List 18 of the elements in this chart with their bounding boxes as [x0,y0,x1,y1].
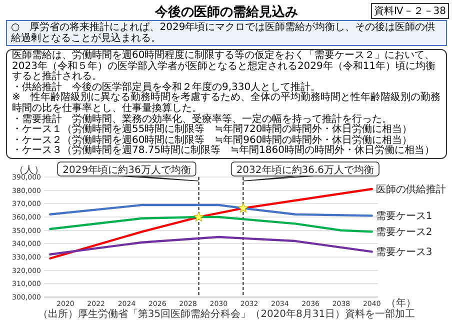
text: ※ 性年齢階級別に異なる勤務時間を考慮するため、全体の平均勤務時間と性年齢階級別の勤務時間の比を仕事率とし、仕事量換算した。 [12,92,441,114]
chart-title: 今後の医師の需給見込み [155,5,298,20]
text: ・ケース３（労働時間を週78.75時間に制限等 ≒年間1860時間の時間外・休日労働に相当） [12,145,436,157]
series-label: 需要ケース3 [376,247,432,258]
x-axis-title: （年） [386,297,416,309]
text: ・需要推計 労働時間、業務の効率化、受療率等、一定の幅を持って推計を行った。 [12,114,393,125]
series-label: 医師の供給推計 [376,183,446,196]
chart-subtitle: ○ 厚労省の将来推計によれば、2029年頃にマクロでは医師需給が均衡し、その後は医師の供給過剰となることが見込まれる。 [6,20,447,46]
text: ・ケース２（労働時間を週60時間に制限等 ≒年間960時間の時間外・休日労働に相当） [12,134,412,146]
text: ・ケース１（労働時間を週55時間に制限等 ≒年間720時間の時間外・休日労働に相当） [12,124,414,136]
series-label: 需要ケース1 [376,211,432,222]
text: （出所）厚生労働省「第35回医師需給分科会」（2020年8月31日）資料を一部加工 [36,309,416,320]
ref-line-label: 2032年頃に約36.6万人で均衡 [236,164,374,176]
text: 資料Ⅳ－２－38 [371,3,449,19]
ref-line-label: 2029年頃に約36万人で均衡 [62,164,191,176]
text: ・供給推計 今後の医学部定員を令和２年度の9,330人として推計。 [12,82,321,93]
series-label: 需要ケース2 [376,227,432,238]
text: 医師需給は、労働時間を週60時間程度に制限する等の仮定をおく「需要ケース２」において、2023年（令和５年）の医学部入学者が医師となると想定される2029年（令和11年）頃に均衡すると推計される。 [12,50,437,82]
